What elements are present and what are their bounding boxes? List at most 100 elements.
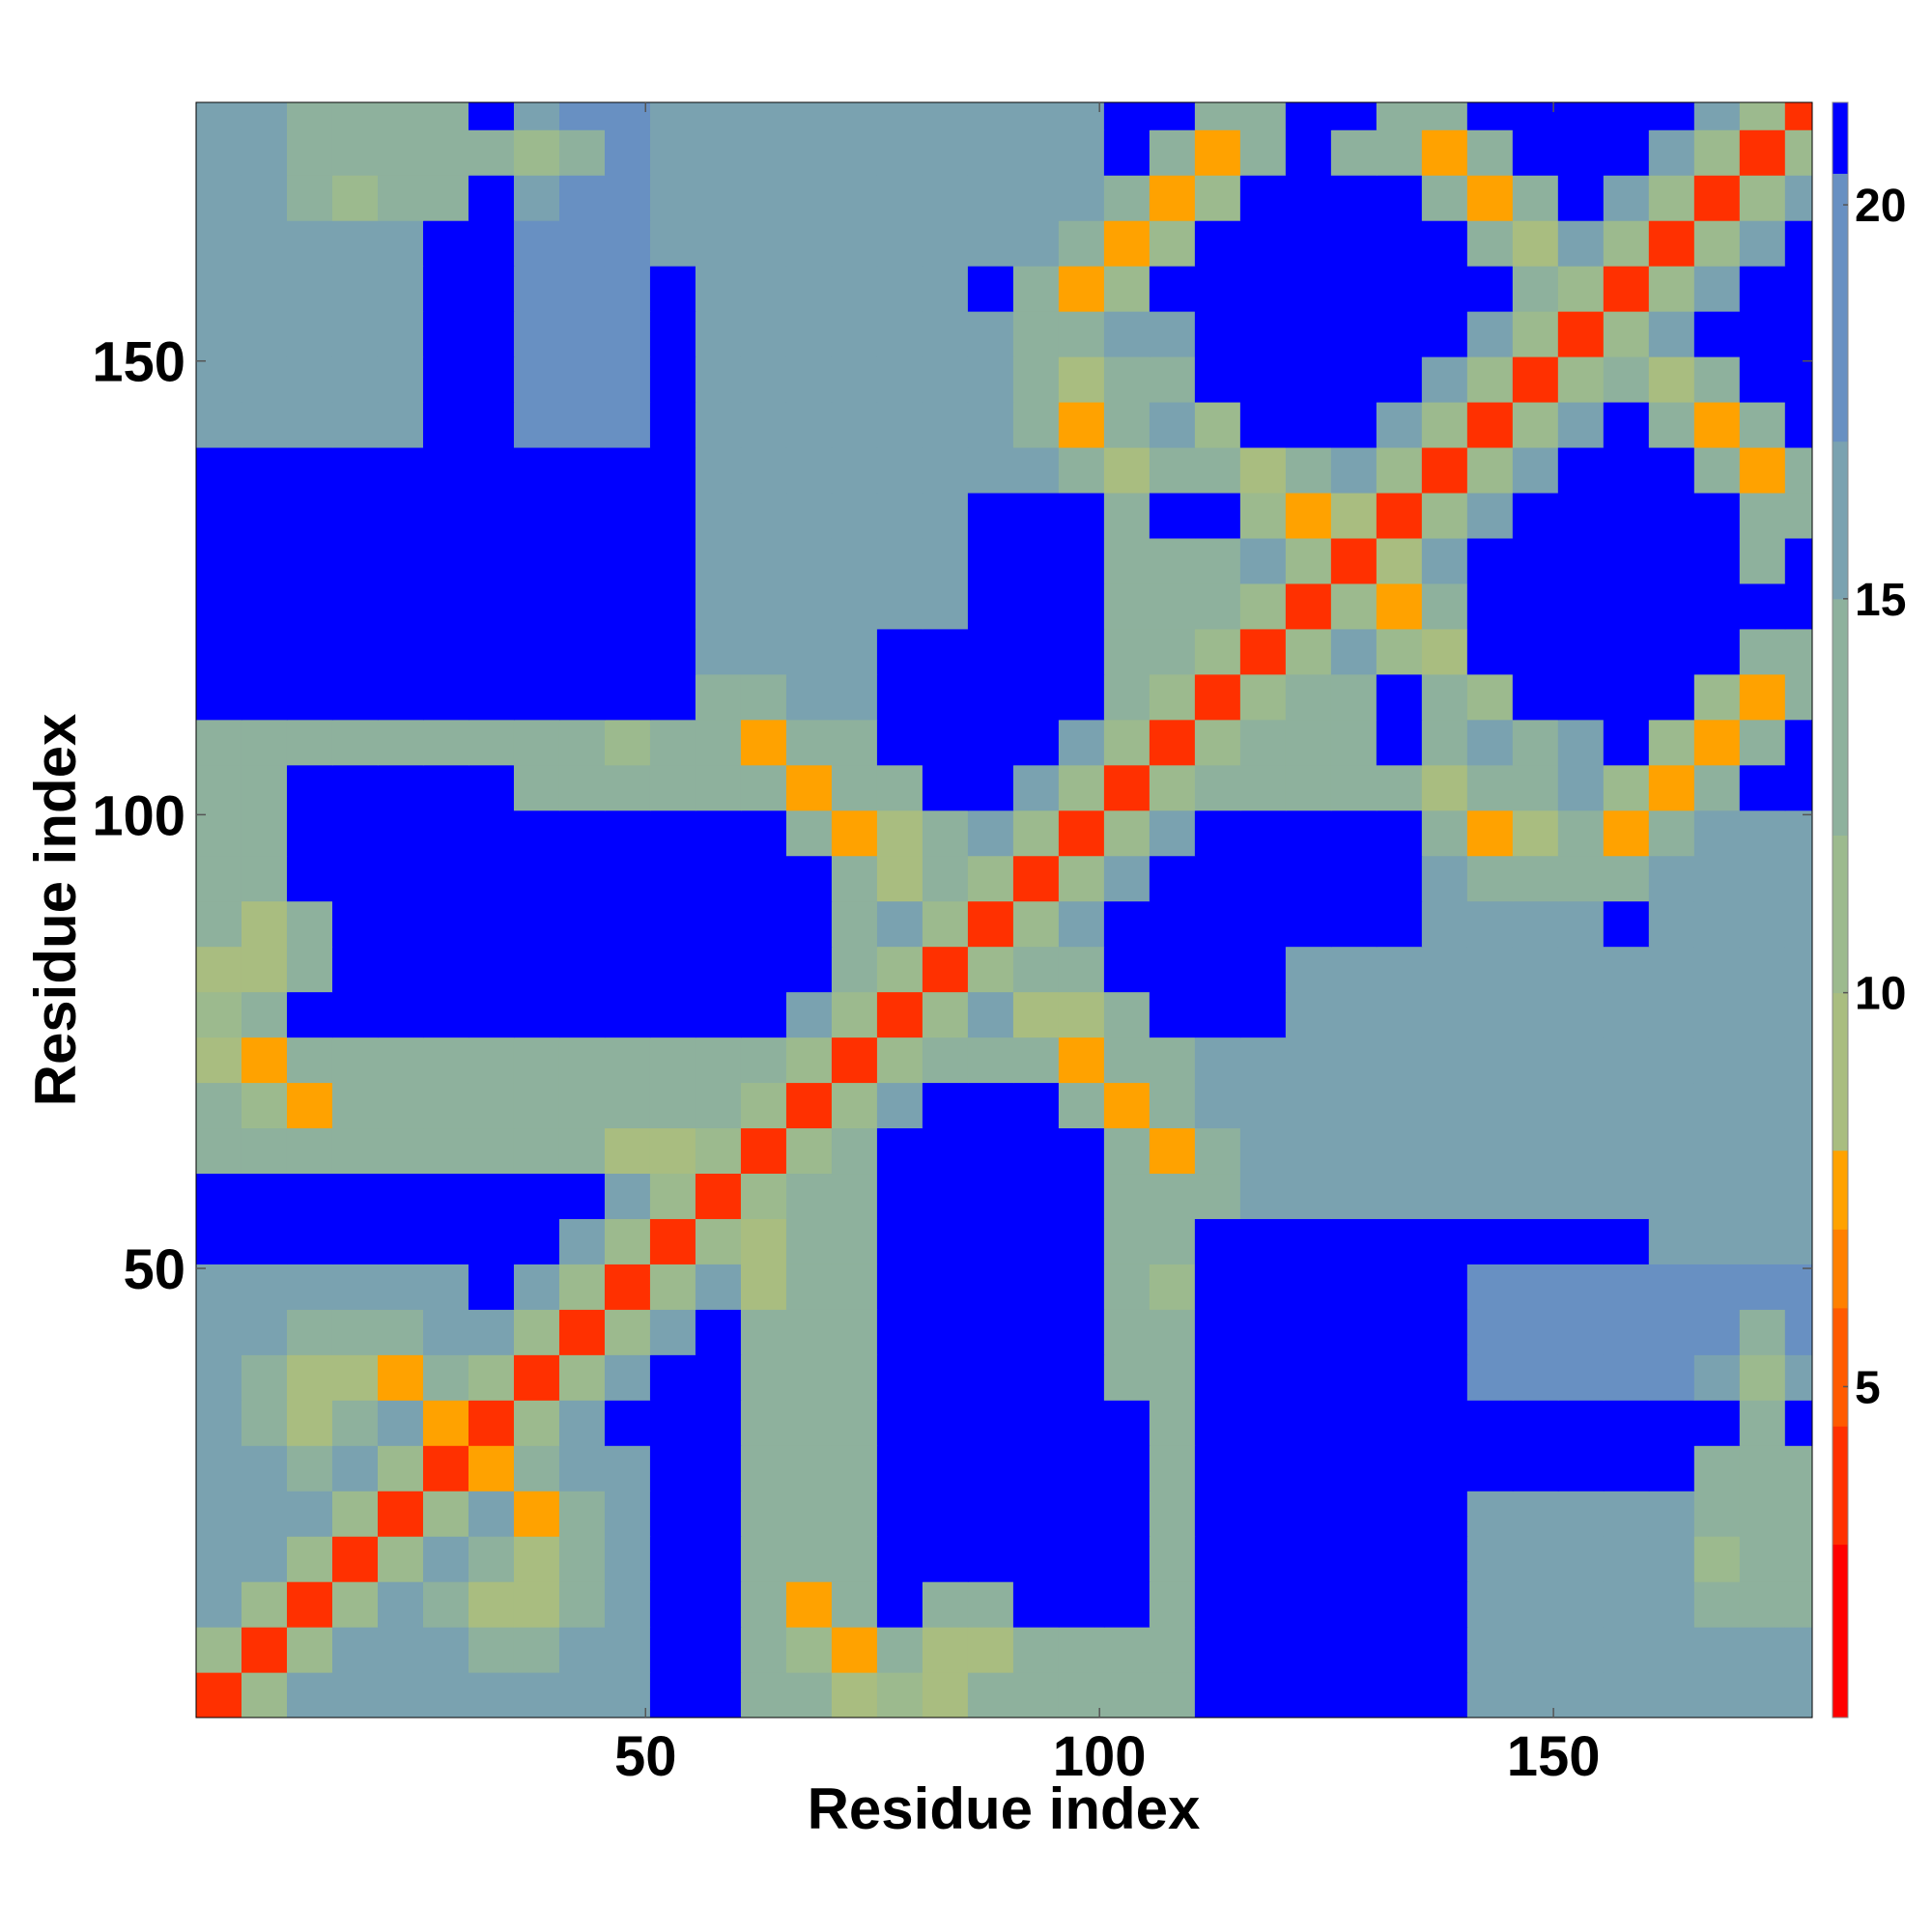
heatmap-cell — [558, 220, 606, 267]
heatmap-cell — [1648, 1445, 1695, 1492]
heatmap-cell — [1466, 1127, 1514, 1175]
heatmap-cell — [331, 220, 379, 267]
heatmap-cell — [967, 673, 1014, 721]
heatmap-cell — [1103, 1400, 1151, 1446]
heatmap-cell — [604, 1127, 651, 1175]
heatmap-cell — [1239, 1627, 1287, 1673]
heatmap-cell — [1330, 1354, 1378, 1401]
heatmap-cell — [876, 1082, 923, 1129]
heatmap-cell — [286, 220, 333, 267]
heatmap-cell — [1466, 719, 1514, 766]
heatmap-cell — [922, 102, 969, 130]
heatmap-cell — [558, 1491, 606, 1537]
heatmap-cell — [468, 1354, 515, 1401]
heatmap-cell — [513, 1173, 560, 1219]
heatmap-cell — [241, 1400, 288, 1446]
heatmap-cell — [558, 673, 606, 721]
heatmap-cell — [468, 1536, 515, 1582]
heatmap-cell — [1285, 764, 1332, 811]
heatmap-cell — [922, 1309, 969, 1355]
heatmap-cell — [422, 266, 469, 312]
heatmap-cell — [1466, 356, 1514, 403]
colorbar-segment — [1833, 1426, 1848, 1546]
heatmap-cell — [740, 311, 787, 357]
heatmap-cell — [831, 356, 878, 403]
heatmap-cell — [1239, 1037, 1287, 1084]
heatmap-cell — [558, 810, 606, 857]
heatmap-cell — [1739, 855, 1786, 902]
heatmap-cell — [286, 628, 333, 675]
heatmap-cell — [1194, 628, 1241, 675]
heatmap-cell — [1285, 1672, 1332, 1718]
heatmap-cell — [377, 129, 424, 176]
heatmap-cell — [967, 582, 1014, 630]
heatmap-cell — [1693, 102, 1741, 130]
heatmap-cell — [922, 855, 969, 902]
heatmap-cell — [513, 855, 560, 902]
heatmap-cell — [1194, 719, 1241, 766]
heatmap-cell — [1421, 582, 1468, 630]
heatmap-cell — [1693, 673, 1741, 721]
heatmap-cell — [922, 1491, 969, 1537]
heatmap-cell — [1466, 1672, 1514, 1718]
heatmap-cell — [1149, 1627, 1196, 1673]
heatmap-cell — [241, 401, 288, 448]
heatmap-cell — [1603, 1173, 1650, 1219]
heatmap-cell — [1058, 537, 1105, 584]
heatmap-cell — [1194, 220, 1241, 267]
heatmap-cell — [604, 175, 651, 221]
x-axis-title: Residue index — [808, 1776, 1201, 1841]
heatmap-cell — [331, 719, 379, 766]
heatmap-cell — [1466, 1354, 1514, 1401]
heatmap-cell — [1557, 1536, 1605, 1582]
heatmap-cell — [604, 1082, 651, 1129]
heatmap-cell — [1784, 1127, 1812, 1175]
heatmap-cell — [604, 1037, 651, 1084]
heatmap-cell — [422, 1672, 469, 1718]
heatmap-cell — [831, 1400, 878, 1446]
heatmap-cell — [558, 102, 606, 130]
heatmap-cell — [1557, 1445, 1605, 1492]
heatmap-cell — [1058, 220, 1105, 267]
heatmap-cell — [740, 446, 787, 494]
heatmap-cell — [1557, 492, 1605, 539]
heatmap-cell — [740, 946, 787, 993]
heatmap-cell — [922, 719, 969, 766]
heatmap-cell — [1739, 1400, 1786, 1446]
heatmap-cell — [1103, 311, 1151, 357]
heatmap-cell — [922, 900, 969, 948]
heatmap-cell — [604, 311, 651, 357]
heatmap-cell — [967, 175, 1014, 221]
heatmap-cell — [1058, 1037, 1105, 1084]
heatmap-cell — [1512, 719, 1559, 766]
heatmap-cell — [422, 1536, 469, 1582]
heatmap-cell — [1421, 129, 1468, 176]
heatmap-cell — [331, 446, 379, 494]
colorbar: 5 10 15 20 — [1832, 101, 1906, 1719]
heatmap-cell — [695, 1400, 742, 1446]
heatmap-cell — [1739, 1173, 1786, 1219]
heatmap-cell — [876, 1264, 923, 1310]
heatmap-cell — [695, 628, 742, 675]
heatmap-cell — [1512, 446, 1559, 494]
heatmap-cell — [558, 991, 606, 1038]
heatmap-cell — [1012, 1127, 1060, 1175]
heatmap-cell — [831, 582, 878, 630]
heatmap-cell — [196, 356, 242, 403]
heatmap-cell — [196, 1037, 242, 1084]
heatmap-cell — [649, 855, 696, 902]
heatmap-cell — [1784, 946, 1812, 993]
heatmap-cell — [1149, 220, 1196, 267]
heatmap-cell — [1693, 764, 1741, 811]
heatmap-cell — [331, 356, 379, 403]
heatmap-cell — [922, 764, 969, 811]
heatmap-cell — [695, 855, 742, 902]
heatmap-cell — [377, 764, 424, 811]
heatmap-cell — [1194, 991, 1241, 1038]
heatmap-cell — [1330, 537, 1378, 584]
heatmap-cell — [1058, 628, 1105, 675]
heatmap-cell — [740, 1037, 787, 1084]
heatmap-cell — [1330, 1173, 1378, 1219]
plot-frame — [195, 101, 1813, 1719]
heatmap-cell — [558, 719, 606, 766]
